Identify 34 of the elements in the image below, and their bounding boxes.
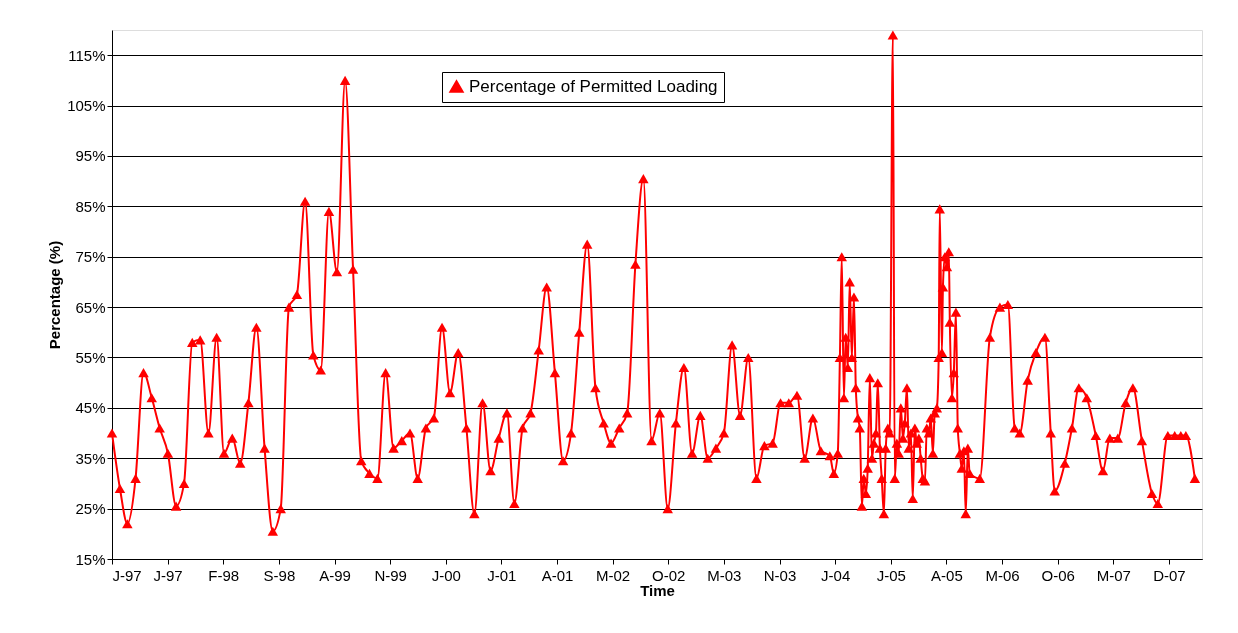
x-tick-label: A-05	[931, 566, 963, 584]
x-tick-label: O-06	[1041, 566, 1075, 584]
x-tick-label: J-01	[487, 566, 517, 584]
x-tick-label: M-03	[707, 566, 742, 584]
y-tick-label: 55%	[75, 348, 106, 366]
x-tick-label: M-02	[596, 566, 631, 584]
x-tick-label: D-07	[1153, 566, 1186, 584]
x-tick-label: J-00	[431, 566, 461, 584]
y-tick-label: 15%	[75, 550, 106, 568]
y-tick-label: 65%	[75, 298, 106, 316]
x-tick-label: S-98	[263, 566, 296, 584]
y-tick-label: 45%	[75, 399, 106, 417]
y-axis-title: Percentage (%)	[46, 240, 64, 350]
x-tick-label: J-05	[876, 566, 906, 584]
x-tick-label: M-07	[1096, 566, 1131, 584]
y-tick-label: 95%	[75, 147, 106, 165]
x-tick-label: A-01	[541, 566, 574, 584]
y-tick-label: 35%	[75, 449, 106, 467]
x-axis-title: Time	[640, 581, 675, 599]
legend-label: Percentage of Permitted Loading	[469, 76, 718, 96]
x-tick-label: A-99	[319, 566, 351, 584]
x-tick-label: F-98	[208, 566, 240, 584]
y-tick-label: 85%	[75, 197, 106, 215]
y-tick-label: 115%	[68, 46, 106, 64]
x-tick-label: J-97	[112, 566, 142, 584]
x-tick-label: O-02	[652, 566, 686, 584]
x-tick-label: N-99	[374, 566, 407, 584]
y-tick-label: 75%	[75, 248, 106, 266]
x-tick-label: J-04	[821, 566, 851, 584]
x-tick-label: M-06	[985, 566, 1020, 584]
x-tick-label: J-97	[153, 566, 183, 584]
y-tick-label: 25%	[75, 500, 106, 518]
x-tick-label: N-03	[763, 566, 797, 584]
y-tick-label: 105%	[67, 97, 106, 115]
